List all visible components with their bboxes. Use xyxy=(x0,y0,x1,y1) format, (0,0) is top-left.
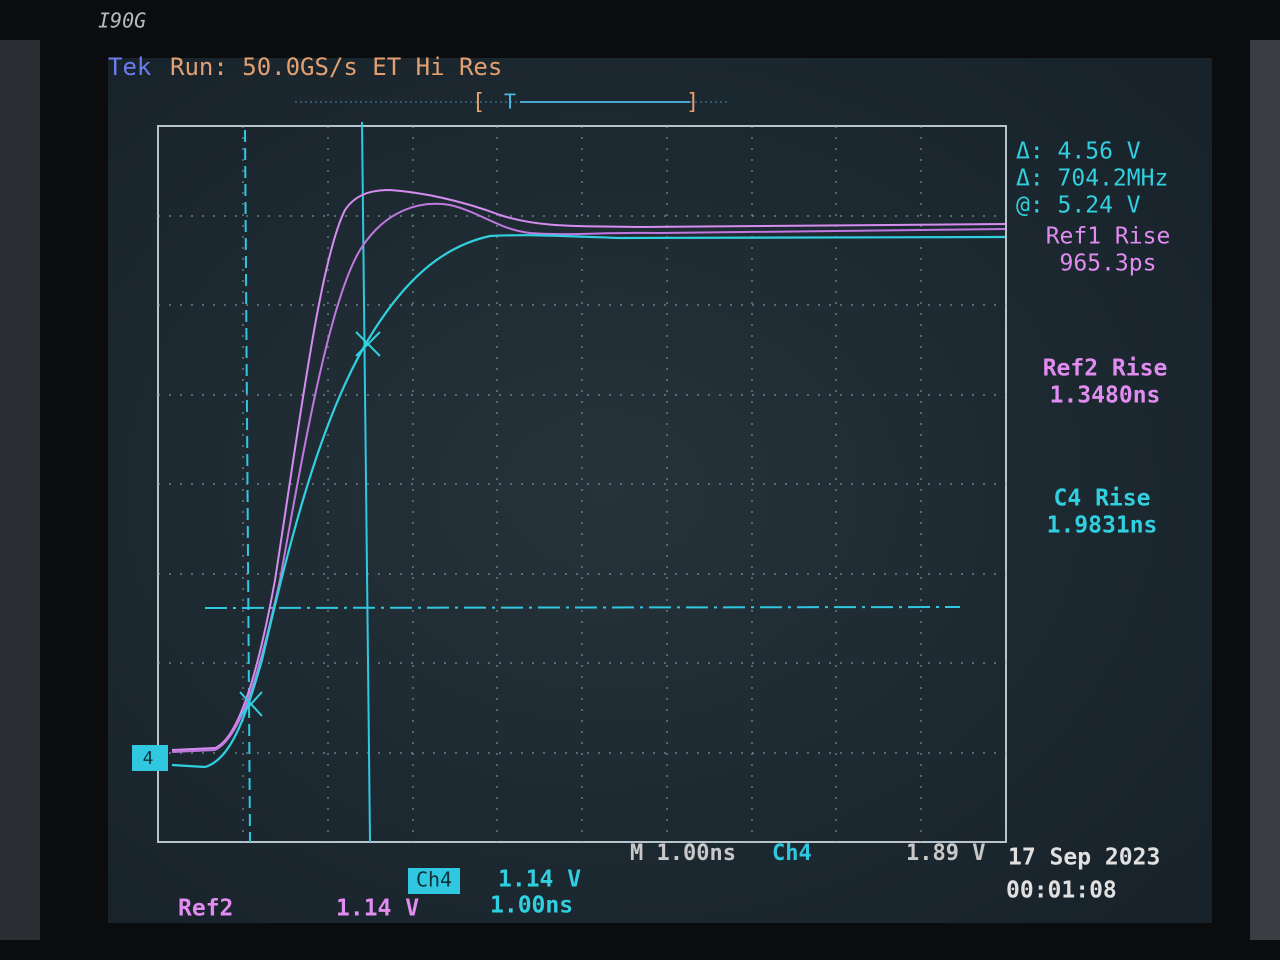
cursor-vertical xyxy=(361,121,371,843)
measurement-value: 965.3ps xyxy=(1060,251,1157,277)
trigger-level: 1.89 V xyxy=(906,841,985,866)
measurement-label: C4 Rise xyxy=(1054,486,1151,512)
waveform-ch4 xyxy=(171,234,1006,769)
channel-marker: 4 xyxy=(143,748,154,769)
ch4-label: Ch4 xyxy=(416,868,452,892)
measurement-label: Ref2 Rise xyxy=(1043,356,1168,382)
waveform-ref1 xyxy=(171,188,1006,751)
ref2-scale: 1.14 V xyxy=(336,896,419,922)
date: 17 Sep 2023 xyxy=(1008,845,1160,871)
ref2-label: Ref2 xyxy=(178,896,233,922)
measurement-value: 1.9831ns xyxy=(1047,513,1158,539)
bezel-edge xyxy=(1250,40,1280,940)
bracket: ] xyxy=(686,90,699,115)
measurement-label: Ref1 Rise xyxy=(1046,224,1171,250)
timebase: M 1.00ns xyxy=(630,841,736,866)
trigger-source: Ch4 xyxy=(772,841,812,866)
bezel-label: I90G xyxy=(98,9,146,33)
cursor-readout: @: 5.24 V xyxy=(1016,193,1141,219)
ch4-box xyxy=(408,868,460,894)
bracket: [ xyxy=(472,90,485,115)
ch4-scale: 1.14 V xyxy=(498,867,581,893)
time: 00:01:08 xyxy=(1006,878,1117,904)
measurement-value: 1.3480ns xyxy=(1050,383,1161,409)
screen xyxy=(108,58,1212,923)
trigger-marker: T xyxy=(504,90,516,114)
cursor-vertical xyxy=(244,129,251,843)
status: Run: 50.0GS/s ET Hi Res xyxy=(170,53,502,81)
brand: Tek xyxy=(108,53,152,81)
graticule xyxy=(157,125,1007,843)
cursor-readout: Δ: 4.56 V xyxy=(1016,139,1141,165)
cursor-horizontal xyxy=(204,606,961,609)
bezel-edge xyxy=(0,40,40,940)
cursor-readout: Δ: 704.2MHz xyxy=(1016,166,1168,192)
cursor-crossing xyxy=(239,331,381,717)
ch4-time: 1.00ns xyxy=(490,893,573,919)
channel-marker-box xyxy=(132,745,168,771)
